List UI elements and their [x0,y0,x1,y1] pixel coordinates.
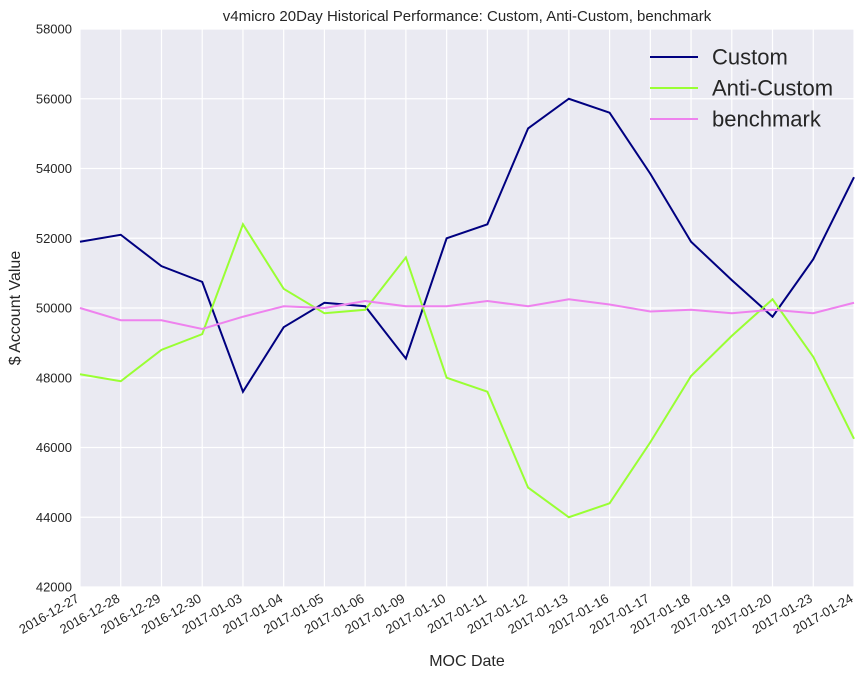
series-line-custom [79,97,855,394]
chart-title: v4micro 20Day Historical Performance: Cu… [223,8,712,25]
legend-label: Custom [712,45,788,70]
x-tick-labels: 2016-12-272016-12-282016-12-292016-12-30… [16,591,855,637]
series-line-benchmark [79,298,855,330]
y-tick-label: 54000 [36,161,72,176]
y-tick-label: 52000 [36,231,72,246]
y-tick-label: 46000 [36,440,72,455]
y-tick-label: 50000 [36,301,72,316]
y-tick-label: 48000 [36,370,72,385]
series-lines [79,97,855,519]
legend-label: Anti-Custom [712,76,833,101]
y-tick-labels: 42000 44000 46000 48000 50000 52000 54000 56000… [36,22,72,595]
series-line-anti-custom [79,222,855,519]
y-tick-label: 42000 [36,580,72,595]
legend-label: benchmark [712,107,822,132]
y-axis-label: $ Account Value [7,251,24,366]
x-axis-label: MOC Date [429,653,505,670]
y-tick-label: 58000 [36,22,72,37]
y-tick-label: 44000 [36,510,72,525]
y-tick-label: 56000 [36,91,72,106]
legend: Custom Anti-Custom benchmark [650,45,833,132]
